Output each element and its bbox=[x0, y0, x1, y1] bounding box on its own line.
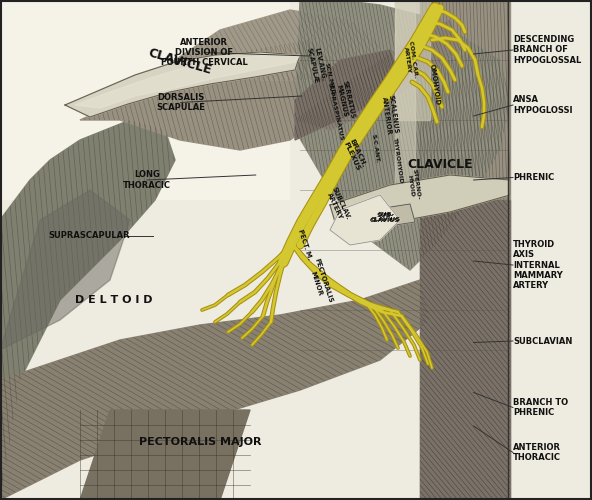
Text: ANTERIOR
DIVISION OF
FOURTH CERVICAL: ANTERIOR DIVISION OF FOURTH CERVICAL bbox=[161, 38, 247, 68]
Polygon shape bbox=[395, 0, 415, 200]
Text: LONG
THORACIC: LONG THORACIC bbox=[123, 170, 171, 190]
Polygon shape bbox=[395, 0, 430, 120]
Text: S.C.ANT.: S.C.ANT. bbox=[371, 133, 379, 163]
Polygon shape bbox=[330, 175, 510, 222]
Text: PECTORALIS
MINOR: PECTORALIS MINOR bbox=[307, 258, 333, 306]
Text: SUBCLAVIAN: SUBCLAVIAN bbox=[513, 336, 572, 345]
Polygon shape bbox=[420, 0, 510, 500]
Polygon shape bbox=[0, 190, 130, 500]
Polygon shape bbox=[330, 195, 400, 245]
Text: THYROHYOID: THYROHYOID bbox=[392, 136, 404, 184]
Text: STERNO-
HYOID: STERNO- HYOID bbox=[406, 169, 420, 201]
Text: COM. CAR.
ARTERY: COM. CAR. ARTERY bbox=[402, 40, 418, 80]
Text: D E L T O I D: D E L T O I D bbox=[75, 295, 153, 305]
Polygon shape bbox=[0, 120, 175, 500]
Polygon shape bbox=[65, 52, 300, 117]
Text: BRACH.
PLEXUS: BRACH. PLEXUS bbox=[343, 138, 368, 172]
Text: BRANCH TO
PHRENIC: BRANCH TO PHRENIC bbox=[513, 398, 568, 417]
Text: ANTERIOR
THORACIC: ANTERIOR THORACIC bbox=[513, 443, 561, 462]
Polygon shape bbox=[80, 40, 340, 150]
Text: ANSA
HYPOGLOSSI: ANSA HYPOGLOSSI bbox=[513, 96, 572, 114]
Text: DORSALIS
SCAPULAE: DORSALIS SCAPULAE bbox=[156, 93, 205, 112]
Bar bbox=[0, 0, 290, 200]
Text: SUPRASPINATUS: SUPRASPINATUS bbox=[326, 82, 343, 142]
Text: DESCENDING
BRANCH OF
HYPOGLOSSAL: DESCENDING BRANCH OF HYPOGLOSSAL bbox=[513, 35, 581, 65]
Text: CLAVICLE: CLAVICLE bbox=[147, 46, 213, 78]
Text: SERRATUS
MAGNUS: SERRATUS MAGNUS bbox=[334, 80, 355, 120]
Text: PHRENIC: PHRENIC bbox=[513, 173, 554, 182]
Polygon shape bbox=[0, 280, 430, 500]
Text: THYROID
AXIS
INTERNAL
MAMMARY
ARTERY: THYROID AXIS INTERNAL MAMMARY ARTERY bbox=[513, 240, 562, 290]
Polygon shape bbox=[295, 20, 460, 130]
Text: SCN.MED.: SCN.MED. bbox=[324, 62, 336, 98]
Text: SUBCLAV.
ARTERY: SUBCLAV. ARTERY bbox=[324, 186, 352, 224]
Text: SCALENUS
ANTERIOR: SCALENUS ANTERIOR bbox=[381, 94, 399, 136]
Text: SUB-
CLAVIUS: SUB- CLAVIUS bbox=[371, 212, 401, 222]
Polygon shape bbox=[358, 204, 415, 230]
Polygon shape bbox=[75, 55, 300, 108]
Text: LEV.ANG.
SCAPULÆ: LEV.ANG. SCAPULÆ bbox=[306, 46, 326, 84]
Polygon shape bbox=[80, 410, 250, 500]
Text: SUB-
CLAVIUS: SUB- CLAVIUS bbox=[370, 212, 400, 224]
Text: SUPRASCAPULAR: SUPRASCAPULAR bbox=[49, 232, 130, 240]
Text: OMOHYOID: OMOHYOID bbox=[429, 64, 441, 106]
Text: PECTORALIS MAJOR: PECTORALIS MAJOR bbox=[139, 437, 261, 447]
Text: CLAVICLE: CLAVICLE bbox=[407, 158, 473, 172]
Polygon shape bbox=[160, 10, 380, 80]
Polygon shape bbox=[295, 50, 400, 140]
Text: PECT. M.: PECT. M. bbox=[297, 229, 313, 261]
Polygon shape bbox=[295, 0, 510, 270]
Polygon shape bbox=[420, 200, 510, 500]
